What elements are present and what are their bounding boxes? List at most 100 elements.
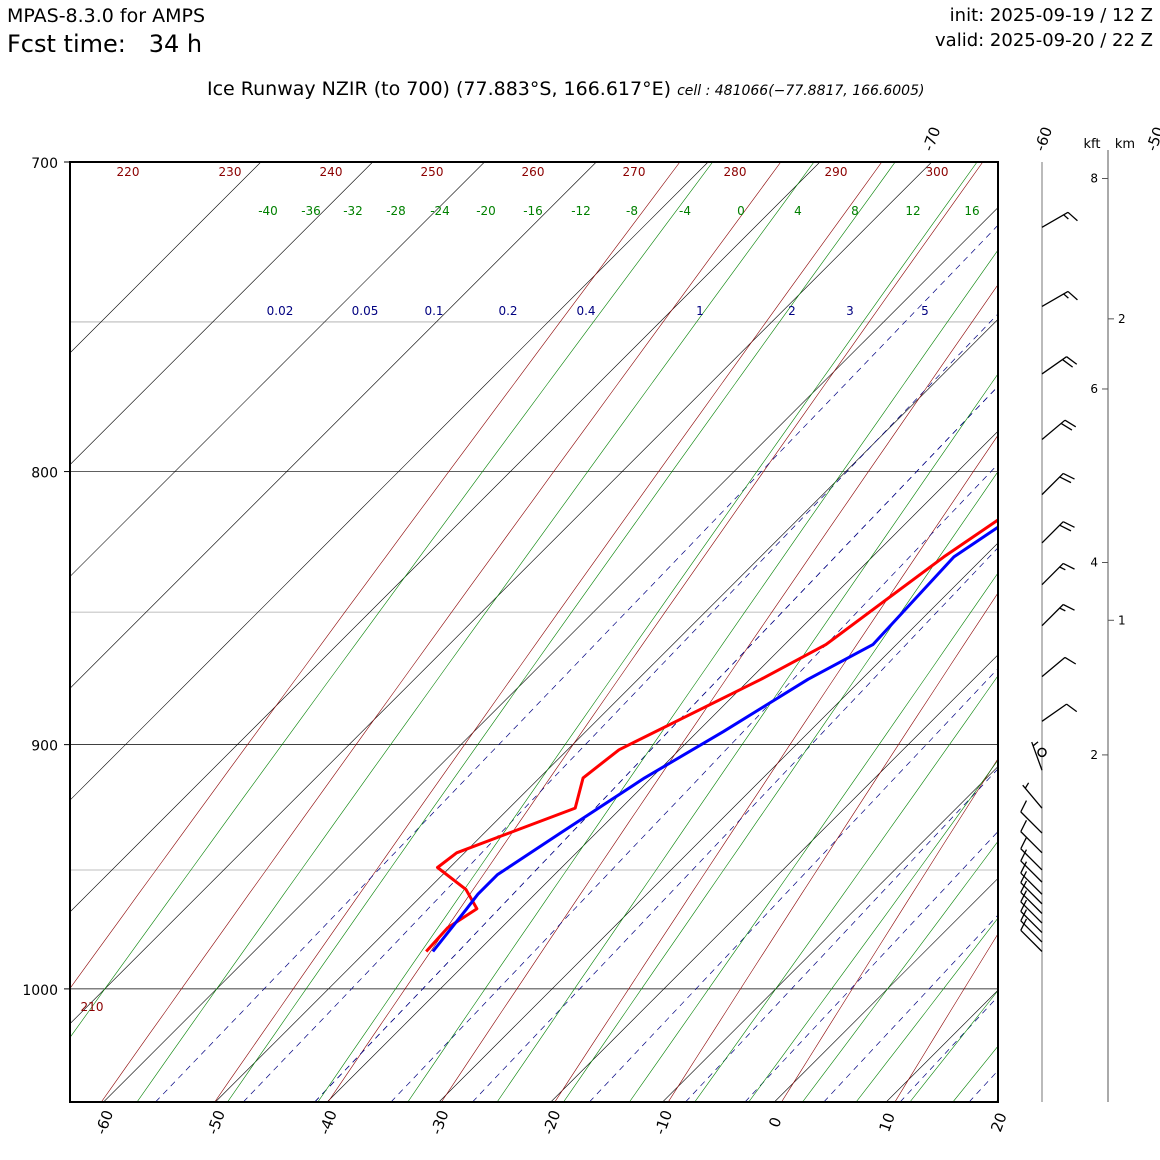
moist-adiabat bbox=[694, 675, 998, 1102]
moist-adiabat bbox=[1127, 162, 1160, 1102]
theta-label: 230 bbox=[219, 165, 242, 179]
init-time: init: 2025-09-19 / 12 Z bbox=[949, 5, 1153, 26]
wind-barb bbox=[1020, 880, 1043, 914]
mixing-ratio-line bbox=[390, 463, 998, 1102]
mixing-ratio-line bbox=[472, 547, 998, 1102]
dewpoint-profile bbox=[431, 525, 998, 953]
mixing-ratio-line bbox=[823, 914, 998, 1102]
barb-full bbox=[1064, 656, 1077, 665]
bottom-temp-tick-label: -20 bbox=[539, 1108, 564, 1137]
moist-adiabat bbox=[748, 759, 998, 1102]
moist-adiabat bbox=[317, 162, 978, 1102]
moist-adiabat bbox=[563, 471, 998, 1102]
theta-label: 280 bbox=[724, 165, 747, 179]
temperature-profile bbox=[425, 518, 998, 953]
top-temp-tick-label: -50 bbox=[1143, 124, 1160, 153]
mixing-ratio-label: 0.02 bbox=[267, 304, 294, 318]
isotherm bbox=[70, 162, 597, 689]
barb-full bbox=[1066, 356, 1078, 365]
barb-full bbox=[1064, 419, 1077, 428]
height-axis-km-title: km bbox=[1115, 137, 1135, 152]
barb-full bbox=[1059, 524, 1072, 532]
kft-tick-label: 8 bbox=[1090, 172, 1098, 186]
isotherm bbox=[662, 766, 998, 1102]
theta-e-label: -16 bbox=[523, 204, 543, 218]
pressure-tick-label: 800 bbox=[31, 466, 58, 482]
top-temp-tick-label: -60 bbox=[1031, 124, 1056, 153]
kft-tick-label: 6 bbox=[1090, 382, 1098, 396]
theta-label: 220 bbox=[117, 165, 140, 179]
dry-adiabat bbox=[781, 758, 998, 1102]
dry-adiabat bbox=[667, 592, 998, 1102]
dry-adiabat bbox=[214, 162, 883, 1102]
mixing-ratio-label: 0.05 bbox=[352, 304, 379, 318]
isotherm bbox=[1110, 162, 1160, 1102]
chart-title: Ice Runway NZIR (to 700) (77.883°S, 166.… bbox=[207, 78, 924, 100]
wind-barb bbox=[1041, 656, 1077, 678]
bottom-temp-tick-label: -60 bbox=[92, 1108, 117, 1137]
barb-full bbox=[1020, 820, 1028, 832]
height-axis: kft km 8 6 4 2 2 1 bbox=[1084, 137, 1135, 1102]
barb-staff bbox=[1020, 929, 1043, 952]
theta-e-label: 4 bbox=[794, 204, 802, 218]
barb-full bbox=[1020, 849, 1028, 862]
barb-full bbox=[1020, 890, 1028, 903]
theta-label: 210 bbox=[81, 1000, 104, 1014]
km-tick-label: 2 bbox=[1118, 312, 1126, 326]
mixing-ratio-label: 0.1 bbox=[424, 304, 443, 318]
pressure-tick-label: 900 bbox=[31, 739, 58, 755]
pressure-tick-label: 700 bbox=[31, 156, 58, 172]
mixing-ratio-line bbox=[314, 385, 998, 1102]
profiles bbox=[425, 518, 998, 953]
bottom-temp-tick-label: 20 bbox=[987, 1110, 1010, 1134]
barb-full bbox=[1059, 476, 1072, 484]
isotherm bbox=[550, 654, 998, 1102]
mixing-ratio-line bbox=[314, 385, 998, 1102]
wind-barbs bbox=[1020, 162, 1078, 1102]
wind-barb bbox=[1031, 741, 1043, 771]
wind-barb bbox=[1020, 899, 1043, 934]
moist-adiabat bbox=[1083, 162, 1160, 1102]
barb-full bbox=[1020, 918, 1028, 931]
theta-label: 250 bbox=[421, 165, 444, 179]
forecast-time-value: 34 h bbox=[148, 30, 203, 58]
wind-barb bbox=[1020, 800, 1043, 834]
theta-e-label: -40 bbox=[258, 204, 278, 218]
barb-half bbox=[1024, 782, 1030, 789]
barb-staff bbox=[1031, 741, 1043, 771]
barb-full bbox=[1060, 422, 1073, 431]
moist-adiabat bbox=[629, 572, 998, 1102]
barb-full bbox=[1062, 562, 1075, 570]
moist-adiabat bbox=[136, 162, 815, 1102]
background-lines bbox=[70, 162, 1160, 1102]
mixing-ratio-line bbox=[744, 830, 998, 1102]
theta-e-label: -4 bbox=[679, 204, 691, 218]
wind-barb bbox=[1022, 782, 1043, 809]
theta-e-label: -8 bbox=[626, 204, 638, 218]
mixing-ratio-label: 2 bbox=[788, 304, 796, 318]
barb-half bbox=[1059, 607, 1066, 612]
isotherm bbox=[70, 162, 262, 354]
theta-label: 260 bbox=[522, 165, 545, 179]
bottom-temp-tick-label: -30 bbox=[427, 1108, 452, 1137]
theta-e-label: -12 bbox=[571, 204, 591, 218]
moist-adiabat bbox=[855, 917, 998, 1102]
wind-barb-calm bbox=[1037, 747, 1047, 758]
theta-e-label: 0 bbox=[737, 204, 745, 218]
theta-label: 290 bbox=[825, 165, 848, 179]
barb-staff bbox=[1020, 811, 1043, 834]
theta-e-label: -32 bbox=[343, 204, 363, 218]
barb-full bbox=[1020, 880, 1028, 893]
isotherm bbox=[70, 162, 709, 801]
bottom-temp-tick-label: 10 bbox=[875, 1110, 898, 1134]
moist-adiabat bbox=[802, 840, 998, 1102]
barb-half bbox=[1063, 214, 1069, 220]
theta-e-label: -20 bbox=[476, 204, 496, 218]
dry-adiabat bbox=[894, 933, 998, 1102]
wind-barb bbox=[1041, 290, 1078, 308]
mixing-ratio-line bbox=[899, 995, 998, 1102]
mixing-ratio-label: 1 bbox=[696, 304, 704, 318]
wind-barb bbox=[1041, 521, 1075, 544]
